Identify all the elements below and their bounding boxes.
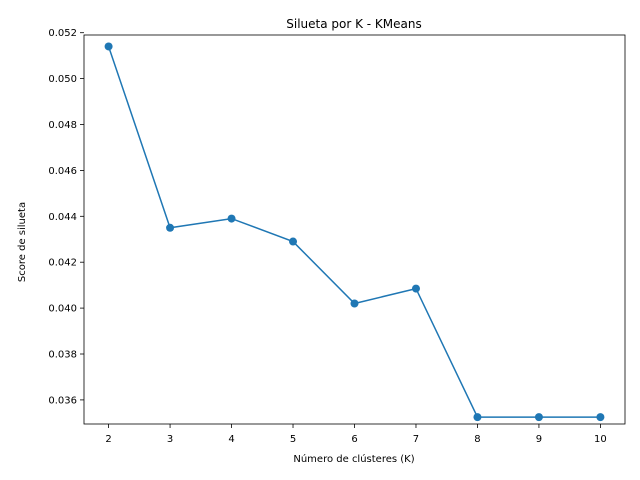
y-tick-label: 0.036 [48, 395, 77, 406]
series-layer [104, 42, 605, 422]
data-point [350, 299, 359, 308]
x-tick-label: 8 [474, 434, 480, 445]
chart-title: Silueta por K - KMeans [286, 17, 422, 31]
y-tick-label: 0.046 [48, 166, 77, 177]
data-point [289, 237, 298, 246]
x-axis: 2 3 4 5 6 7 8 9 10 [105, 424, 607, 445]
y-axis: 0.036 0.038 0.040 0.042 0.044 0.046 0.048 0.050… [48, 28, 84, 406]
data-point [166, 223, 175, 232]
y-tick-label: 0.040 [48, 304, 77, 315]
x-tick-label: 7 [413, 434, 419, 445]
x-tick-label: 5 [290, 434, 296, 445]
y-tick-label: 0.042 [48, 258, 77, 269]
data-point [596, 413, 605, 422]
data-point [534, 413, 543, 422]
y-tick-label: 0.052 [48, 28, 77, 39]
y-axis-label: Score de silueta [17, 202, 28, 282]
y-tick-label: 0.038 [48, 350, 77, 361]
data-point [473, 413, 482, 422]
x-axis-label: Número de clústeres (K) [293, 453, 414, 465]
x-tick-label: 6 [351, 434, 357, 445]
x-tick-label: 9 [536, 434, 542, 445]
x-tick-label: 2 [105, 434, 111, 445]
data-point [411, 284, 420, 293]
y-tick-label: 0.048 [48, 120, 77, 131]
data-point [104, 42, 113, 51]
y-tick-label: 0.050 [48, 74, 77, 85]
x-tick-label: 10 [594, 434, 607, 445]
y-tick-label: 0.044 [48, 212, 77, 223]
x-tick-label: 3 [167, 434, 173, 445]
data-point [227, 214, 236, 223]
x-tick-label: 4 [228, 434, 234, 445]
